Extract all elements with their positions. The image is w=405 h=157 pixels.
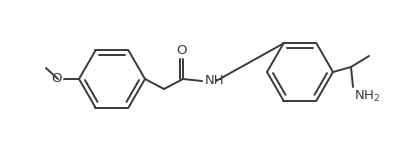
Text: O: O [176,44,186,57]
Text: NH$_2$: NH$_2$ [353,89,379,104]
Text: NH: NH [205,73,224,87]
Text: O: O [51,73,62,86]
